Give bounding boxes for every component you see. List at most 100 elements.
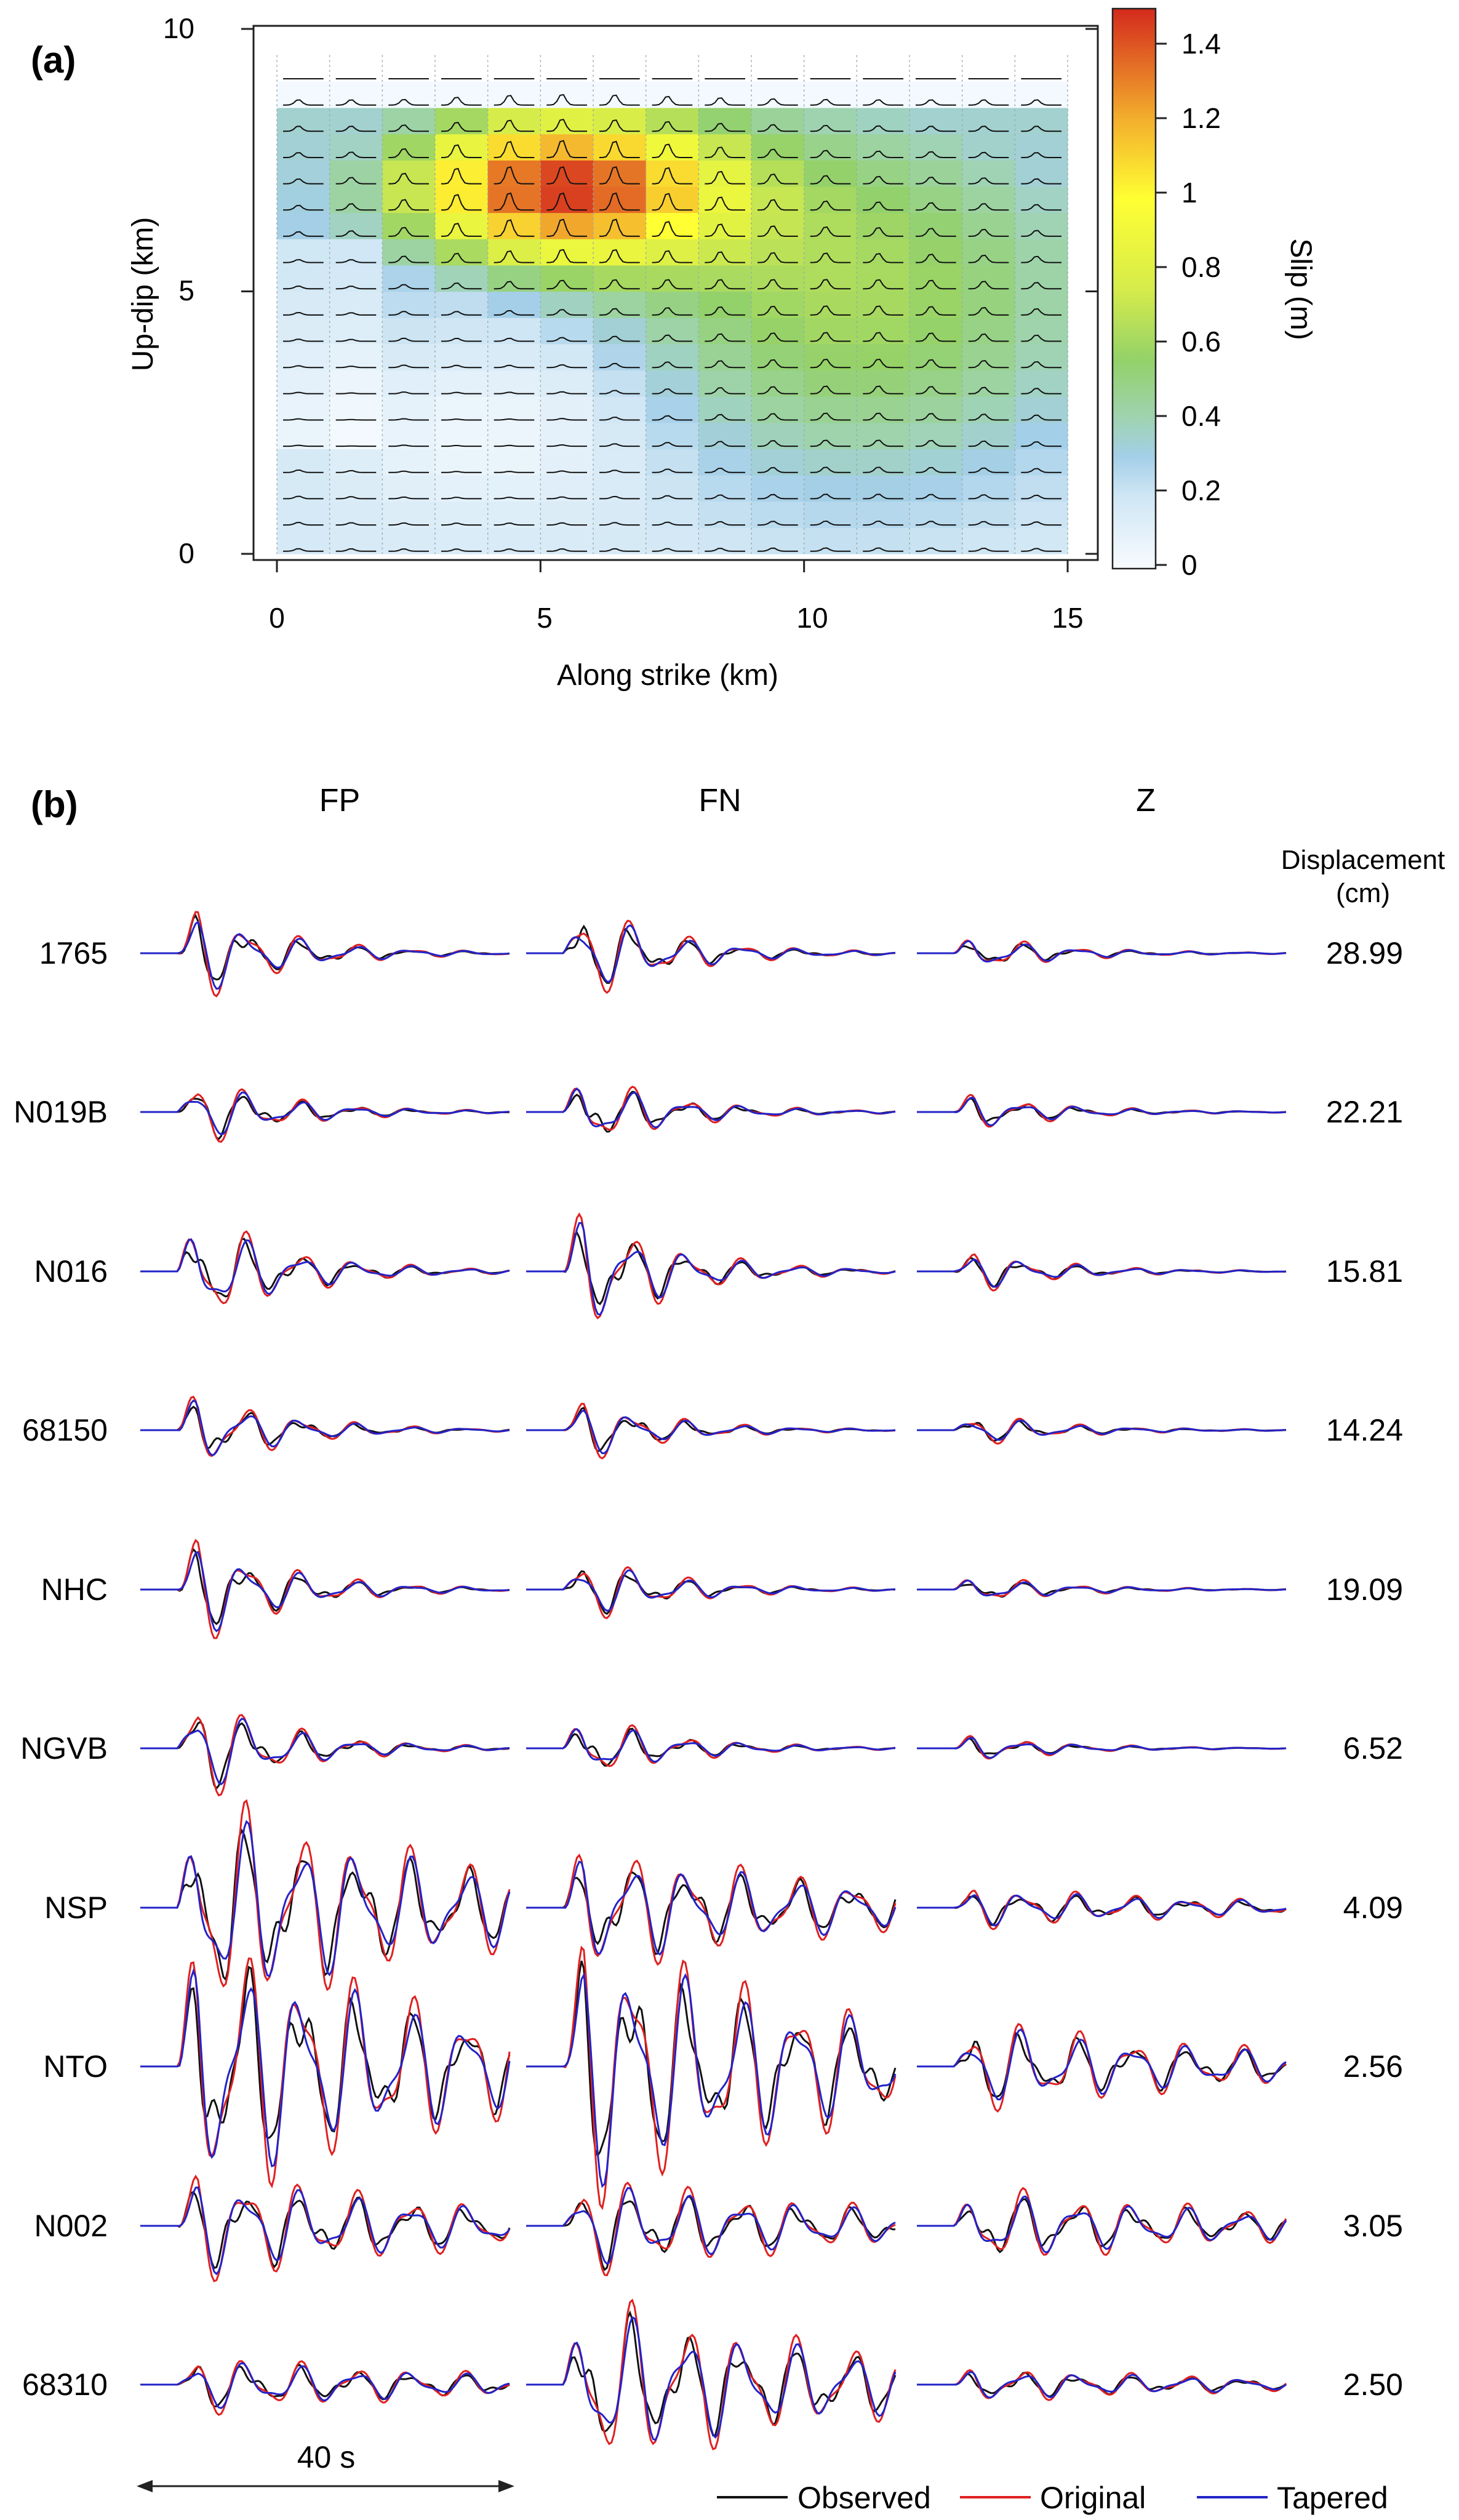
slip-cell <box>540 475 594 502</box>
slip-rate-function <box>863 227 903 237</box>
tapered-trace <box>140 1820 511 1977</box>
slip-rate-function <box>968 202 1009 211</box>
slip-cell <box>329 160 383 187</box>
slip-rate-function <box>441 548 482 552</box>
slip-rate-function <box>916 151 956 158</box>
slip-cell <box>540 108 594 135</box>
legend-label-original: Original <box>1040 2481 1146 2515</box>
slip-rate-function <box>705 223 745 237</box>
slip-cell <box>435 475 489 502</box>
slip-rate-function <box>546 364 587 369</box>
slip-rate-function <box>757 279 798 290</box>
slip-rate-function <box>968 254 1009 263</box>
slip-rate-function <box>863 385 903 394</box>
tapered-trace <box>140 1718 510 1786</box>
slip-rate-function <box>652 361 693 369</box>
slip-rate-function <box>705 360 745 369</box>
slip-cell <box>751 265 805 292</box>
slip-cell <box>329 318 383 345</box>
station-label: 68310 <box>22 2367 108 2402</box>
slip-cell <box>751 291 805 318</box>
colorbar-tick-0: 0 <box>1181 549 1197 581</box>
slip-cell <box>962 81 1015 108</box>
slip-rate-function <box>1021 334 1061 342</box>
slip-cell <box>487 108 541 135</box>
slip-rate-function <box>705 251 745 263</box>
x-tick-5: 5 <box>537 602 553 634</box>
slip-cell <box>593 265 647 292</box>
slip-cell <box>540 422 594 449</box>
slip-cell <box>698 343 752 370</box>
slip-rate-function <box>757 440 798 447</box>
slip-cell <box>329 212 383 239</box>
slip-cell <box>804 160 857 187</box>
slip-rate-function <box>546 249 587 263</box>
slip-cell <box>540 212 594 239</box>
slip-cell <box>382 108 436 135</box>
tapered-trace <box>917 1258 1287 1288</box>
slip-rate-function <box>441 252 482 263</box>
slip-rate-function <box>757 359 798 369</box>
slip-rate-function <box>705 306 745 316</box>
slip-cell <box>909 449 963 476</box>
slip-cell <box>646 134 699 161</box>
slip-cell <box>909 186 963 214</box>
slip-rate-function <box>335 392 377 394</box>
slip-rate-function <box>335 338 377 342</box>
slip-rate-function <box>757 305 798 316</box>
slip-rate-function <box>757 466 798 473</box>
slip-rate-function <box>916 439 956 447</box>
tapered-trace <box>526 924 896 983</box>
slip-rate-function <box>388 124 429 132</box>
station-label: N002 <box>34 2209 108 2243</box>
slip-cell <box>962 396 1015 423</box>
slip-rate-function <box>916 332 956 342</box>
slip-cell <box>857 343 910 370</box>
slip-rate-function <box>388 337 429 342</box>
panel-b-label: (b) <box>31 784 78 825</box>
slip-rate-function <box>494 548 535 552</box>
slip-cell <box>277 160 330 187</box>
slip-rate-function <box>441 167 482 185</box>
slip-rate-function <box>652 442 693 447</box>
slip-rate-function <box>810 226 851 237</box>
observed-trace <box>140 1406 510 1450</box>
slip-cell <box>909 370 963 397</box>
slip-cell <box>962 265 1015 292</box>
observed-trace <box>917 1097 1287 1122</box>
slip-cell <box>435 449 489 476</box>
slip-cell <box>804 212 857 239</box>
slip-rate-function <box>441 223 482 237</box>
observed-trace <box>917 1895 1287 1926</box>
y-tick-5: 5 <box>178 274 194 306</box>
slip-cell <box>540 396 594 423</box>
observed-trace <box>526 1570 896 1615</box>
slip-rate-function <box>705 548 745 552</box>
slip-cell <box>1015 422 1068 449</box>
slip-rate-function <box>652 143 693 158</box>
slip-rate-function <box>705 333 745 342</box>
observed-trace <box>140 2190 511 2270</box>
slip-rate-function <box>757 386 798 394</box>
slip-cell <box>698 291 752 318</box>
colorbar <box>1111 7 1157 570</box>
slip-cell <box>382 160 436 187</box>
slip-cell <box>857 160 910 187</box>
slip-rate-function <box>494 337 535 342</box>
tapered-trace <box>140 2362 510 2409</box>
observed-trace <box>140 1548 510 1625</box>
slip-rate-function <box>916 99 956 106</box>
slip-rate-function <box>1021 99 1061 106</box>
slip-cell <box>857 396 910 423</box>
tapered-trace <box>140 1399 510 1457</box>
slip-rate-function <box>335 548 377 552</box>
slip-cell <box>1015 212 1068 239</box>
slip-rate-function <box>705 386 745 394</box>
slip-cell <box>857 318 910 345</box>
slip-cell <box>857 239 910 266</box>
slip-cell <box>962 134 1015 161</box>
observed-trace <box>140 1095 510 1140</box>
slip-cell <box>593 108 647 135</box>
slip-cell <box>698 265 752 292</box>
slip-cell <box>435 108 489 135</box>
